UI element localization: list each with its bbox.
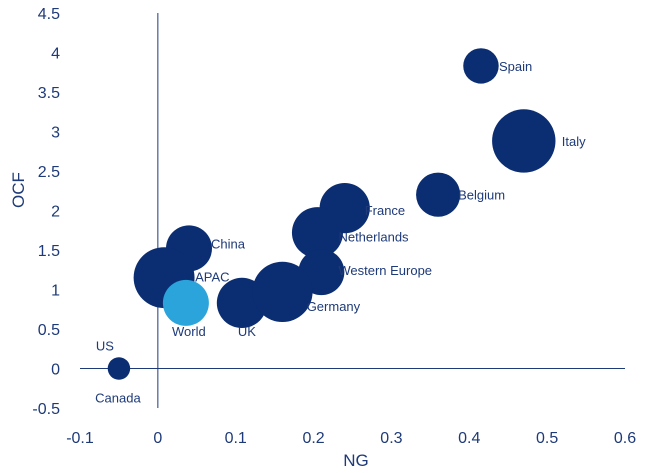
- point-label-china: China: [211, 236, 246, 251]
- bubble-germany: [252, 261, 313, 323]
- point-label-netherlands: Netherlands: [338, 230, 409, 245]
- x-tick-label: -0.1: [66, 430, 94, 447]
- y-tick-label: 3: [51, 125, 60, 142]
- y-tick-label: 4: [51, 46, 60, 63]
- bubbles: [107, 48, 556, 380]
- y-tick-label: 2: [51, 204, 60, 221]
- x-tick-label: 0.4: [458, 430, 480, 447]
- point-label-uk: UK: [238, 324, 256, 339]
- bubble-spain: [463, 48, 499, 84]
- point-label-western-europe: Western Europe: [338, 263, 432, 278]
- y-tick-label: 2.5: [38, 164, 60, 181]
- x-tick-label: 0.6: [614, 430, 636, 447]
- point-label-germany: Germany: [307, 299, 361, 314]
- bubble-world: [162, 279, 209, 326]
- x-tick-label: 0: [153, 430, 162, 447]
- point-labels: Spain Italy Belgium France Netherlands Wester…: [95, 59, 586, 406]
- x-tick-label: 0.2: [302, 430, 324, 447]
- point-label-france: France: [365, 203, 405, 218]
- point-label-belgium: Belgium: [458, 188, 505, 203]
- y-axis-title: OCF: [9, 172, 28, 208]
- bubble-us: [107, 357, 131, 380]
- x-tick-label: 0.5: [536, 430, 558, 447]
- x-axis-title: NG: [343, 451, 369, 470]
- x-tick-labels: -0.1 0 0.1 0.2 0.3 0.4 0.5 0.6: [66, 430, 636, 447]
- point-label-italy: Italy: [562, 134, 586, 149]
- y-tick-label: 0: [51, 362, 60, 379]
- point-label-us: US: [96, 339, 114, 354]
- y-tick-label: 1.5: [38, 243, 60, 260]
- point-label-spain: Spain: [499, 59, 532, 74]
- y-tick-label: 0.5: [38, 322, 60, 339]
- bubble-belgium: [416, 172, 461, 217]
- y-tick-label: -0.5: [32, 401, 60, 418]
- point-label-apac: APAC: [195, 270, 229, 285]
- x-tick-label: 0.3: [380, 430, 402, 447]
- bubble-netherlands: [291, 207, 343, 259]
- y-tick-label: 1: [51, 283, 60, 300]
- y-tick-label: 3.5: [38, 85, 60, 102]
- y-tick-labels: 4.5 4 3.5 3 2.5 2 1.5 1 0.5 0 -0.5: [32, 6, 60, 418]
- point-label-world: World: [172, 324, 206, 339]
- x-tick-label: 0.1: [225, 430, 247, 447]
- y-tick-label: 4.5: [38, 6, 60, 23]
- point-label-canada: Canada: [95, 391, 141, 406]
- bubble-italy: [492, 109, 556, 173]
